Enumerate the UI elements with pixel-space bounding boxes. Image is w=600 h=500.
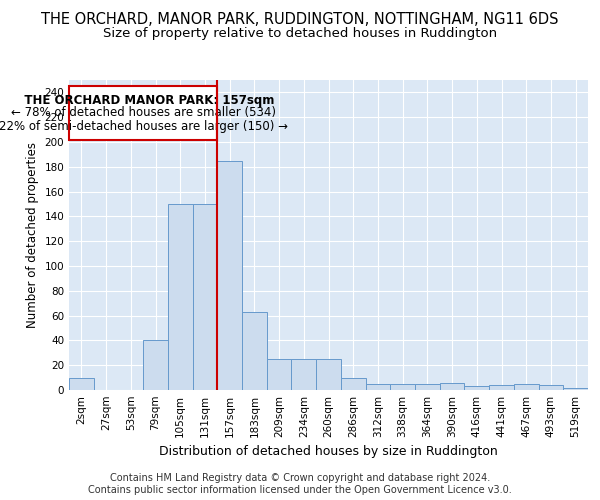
Bar: [143, 340, 168, 390]
Bar: [217, 160, 242, 390]
Text: Contains HM Land Registry data © Crown copyright and database right 2024.
Contai: Contains HM Land Registry data © Crown c…: [88, 474, 512, 495]
Bar: [168, 204, 193, 390]
Text: Size of property relative to detached houses in Ruddington: Size of property relative to detached ho…: [103, 28, 497, 40]
Bar: [464, 386, 489, 390]
Bar: [193, 204, 217, 390]
X-axis label: Distribution of detached houses by size in Ruddington: Distribution of detached houses by size …: [159, 446, 498, 458]
Bar: [539, 385, 563, 390]
Bar: [563, 388, 588, 390]
FancyBboxPatch shape: [69, 86, 217, 140]
Y-axis label: Number of detached properties: Number of detached properties: [26, 142, 39, 328]
Text: THE ORCHARD, MANOR PARK, RUDDINGTON, NOTTINGHAM, NG11 6DS: THE ORCHARD, MANOR PARK, RUDDINGTON, NOT…: [41, 12, 559, 28]
Bar: [514, 384, 539, 390]
Bar: [415, 384, 440, 390]
Bar: [489, 385, 514, 390]
Text: 22% of semi-detached houses are larger (150) →: 22% of semi-detached houses are larger (…: [0, 120, 287, 132]
Bar: [341, 378, 365, 390]
Text: ← 78% of detached houses are smaller (534): ← 78% of detached houses are smaller (53…: [11, 106, 275, 119]
Bar: [267, 359, 292, 390]
Text: THE ORCHARD MANOR PARK: 157sqm: THE ORCHARD MANOR PARK: 157sqm: [12, 94, 274, 106]
Bar: [316, 359, 341, 390]
Bar: [440, 382, 464, 390]
Bar: [390, 384, 415, 390]
Bar: [242, 312, 267, 390]
Bar: [69, 378, 94, 390]
Bar: [292, 359, 316, 390]
Bar: [365, 384, 390, 390]
